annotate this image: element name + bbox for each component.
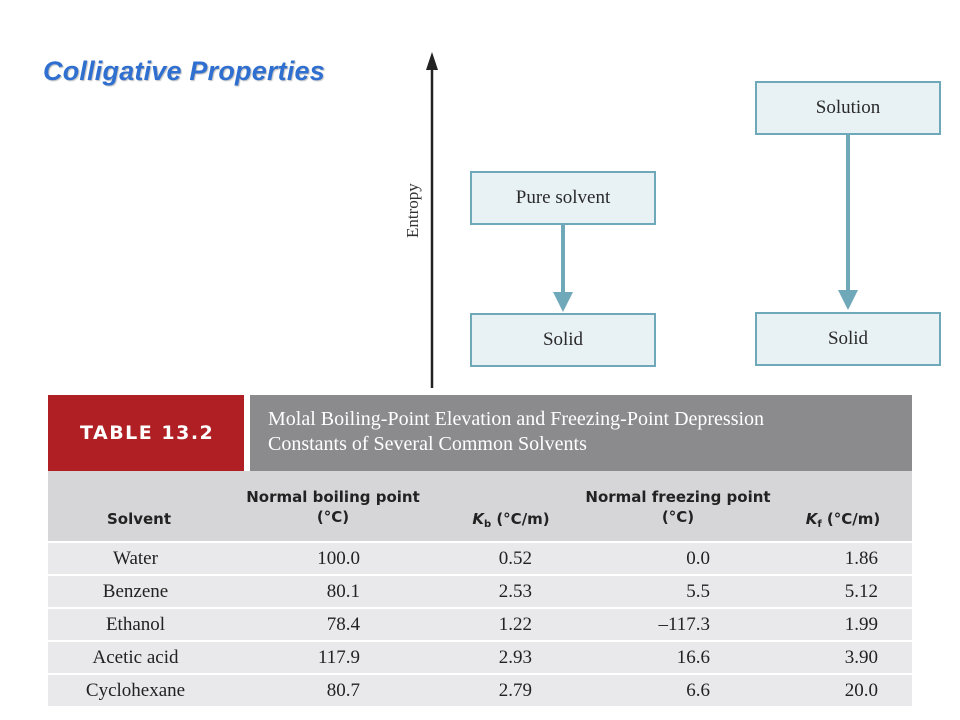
cell-solvent: Benzene [102, 581, 169, 602]
cell-fp: 16.6 [676, 647, 710, 668]
kf-subscript: f [817, 519, 822, 530]
table-caption: Molal Boiling-Point Elevation and Freezi… [250, 395, 912, 471]
cell-fp: 0.0 [686, 548, 710, 569]
cell-solvent: Cyclohexane [85, 680, 186, 701]
cell-fp: –117.3 [658, 614, 710, 635]
cell-kf: 20.0 [844, 680, 878, 701]
entropy-diagram: Entropy Pure solvent Solid Solution Soli… [403, 52, 941, 388]
cell-kf: 1.99 [844, 614, 878, 635]
kb-units: (°C/m) [491, 510, 550, 528]
table-row: Ethanol 78.4 1.22 –117.3 1.99 [48, 609, 912, 640]
diagram-arrows [426, 52, 858, 388]
entropy-axis-label: Entropy [403, 183, 422, 238]
col-solvent-header: Solvent [106, 510, 172, 528]
kb-subscript: b [483, 519, 492, 530]
col-fp-line2: (°C) [661, 508, 695, 526]
table-caption-line1: Molal Boiling-Point Elevation and Freezi… [268, 408, 765, 430]
cell-bp: 80.1 [326, 581, 360, 602]
kf-units: (°C/m) [821, 510, 881, 528]
col-bp-line1: Normal boiling point [246, 488, 420, 506]
right-arrow-head [838, 290, 858, 310]
col-fp-line1: Normal freezing point [585, 488, 771, 506]
table-row: Water 100.0 0.52 0.0 1.86 [48, 543, 912, 574]
solution-box: Solution [755, 81, 941, 135]
table-header-divider [244, 395, 250, 471]
table-row: Acetic acid 117.9 2.93 16.6 3.90 [48, 642, 912, 673]
cell-kb: 2.53 [498, 581, 532, 602]
table-header: TABLE 13.2 Molal Boiling-Point Elevation… [48, 395, 912, 471]
cell-fp: 5.5 [686, 581, 710, 602]
cell-bp: 80.7 [326, 680, 360, 701]
col-boiling-point-header: Normal boiling point (°C) [238, 487, 428, 527]
col-freezing-point-header: Normal freezing point (°C) [578, 487, 778, 527]
cell-kb: 2.79 [498, 680, 532, 701]
cell-solvent: Ethanol [105, 614, 166, 635]
cell-bp: 100.0 [317, 548, 360, 569]
solvent-constants-table: TABLE 13.2 Molal Boiling-Point Elevation… [48, 395, 912, 706]
col-bp-line2: (°C) [316, 508, 350, 526]
col-kb-header: Kb (°C/m) [456, 509, 566, 535]
kf-symbol: K [805, 510, 818, 528]
cell-kb: 1.22 [498, 614, 532, 635]
table-number: TABLE 13.2 [48, 395, 244, 471]
cell-kf: 3.90 [844, 647, 878, 668]
left-solid-box: Solid [470, 313, 656, 367]
cell-kf: 1.86 [844, 548, 878, 569]
col-kf-header: Kf (°C/m) [788, 509, 898, 535]
cell-bp: 117.9 [317, 647, 360, 668]
left-arrow-head [553, 292, 573, 312]
cell-bp: 78.4 [326, 614, 360, 635]
cell-kb: 0.52 [498, 548, 532, 569]
entropy-axis-arrowhead [426, 52, 438, 70]
pure-solvent-box: Pure solvent [470, 171, 656, 225]
cell-solvent: Water [113, 548, 158, 569]
table-caption-line2: Constants of Several Common Solvents [268, 433, 587, 455]
table-row: Benzene 80.1 2.53 5.5 5.12 [48, 576, 912, 607]
slide-title: Colligative Properties [43, 56, 325, 86]
cell-fp: 6.6 [686, 680, 710, 701]
table-row: Cyclohexane 80.7 2.79 6.6 20.0 [48, 675, 912, 706]
cell-solvent: Acetic acid [92, 647, 179, 668]
kb-symbol: K [472, 510, 484, 528]
cell-kf: 5.12 [844, 581, 878, 602]
right-solid-box: Solid [755, 312, 941, 366]
cell-kb: 2.93 [498, 647, 532, 668]
column-header-row: Solvent Normal boiling point (°C) Kb (°C… [48, 471, 912, 541]
